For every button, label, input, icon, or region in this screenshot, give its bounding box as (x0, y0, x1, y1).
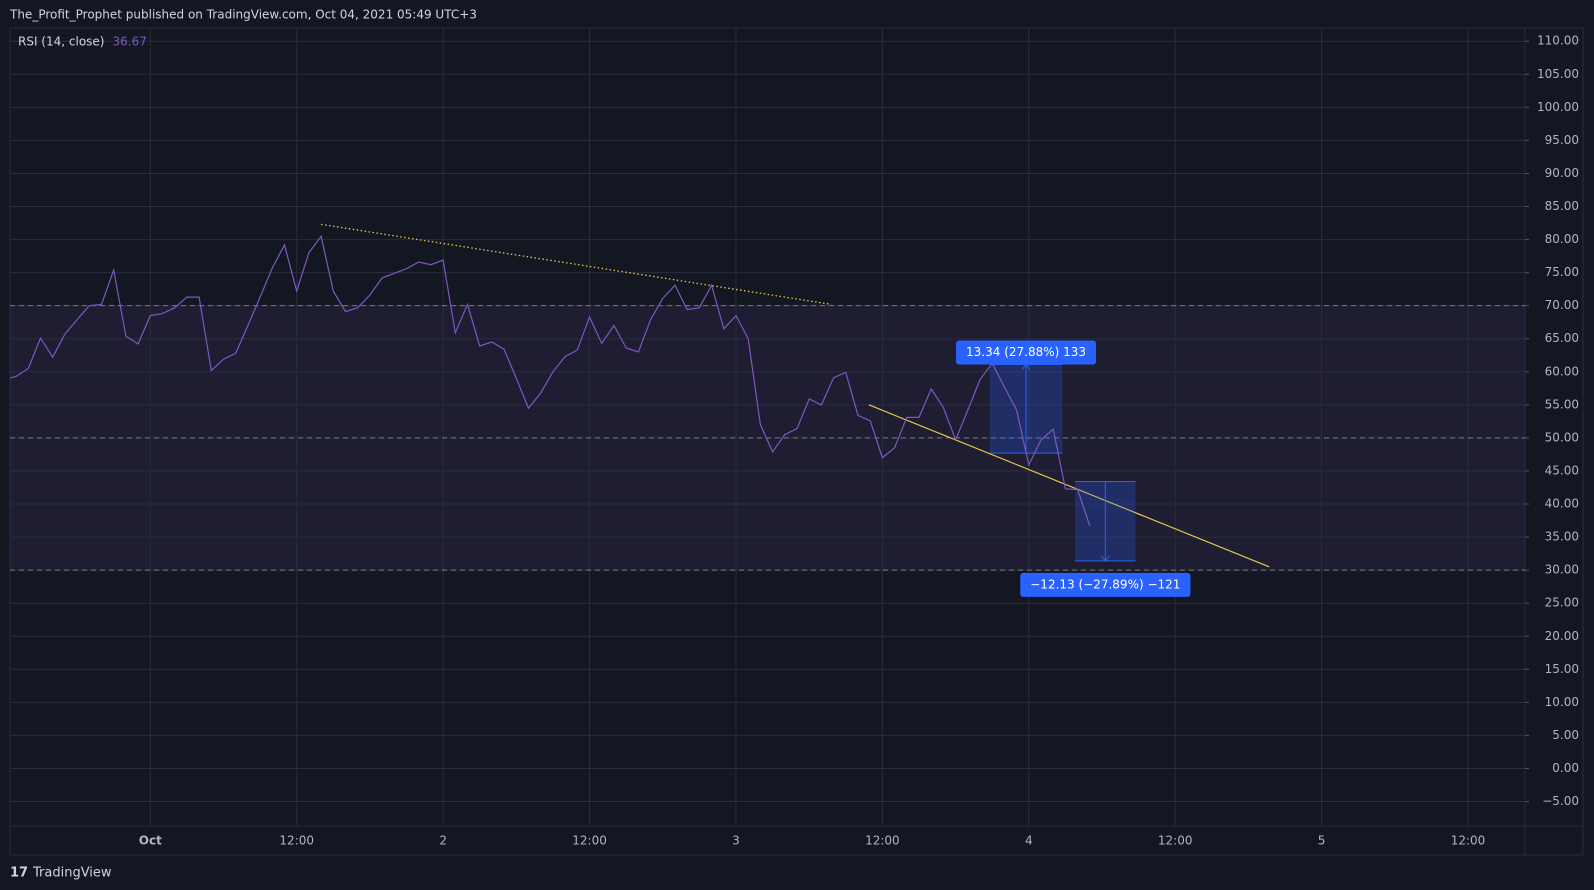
y-tick-label: 80.00 (1545, 232, 1579, 246)
footer-brand[interactable]: TradingView (32, 866, 112, 881)
x-tick-label: 12:00 (279, 834, 314, 848)
y-tick-label: 25.00 (1545, 596, 1579, 610)
frame (9, 27, 1584, 856)
y-tick-label: 70.00 (1545, 298, 1579, 312)
y-tick-label: 0.00 (1552, 761, 1579, 775)
y-tick-label: 30.00 (1545, 563, 1579, 577)
y-tick-label: 110.00 (1537, 34, 1579, 48)
x-tick-label: 4 (1025, 834, 1033, 848)
trend-line (868, 404, 1270, 568)
y-tick-label: 45.00 (1545, 463, 1579, 477)
header-text: The_Profit_Prophet published on TradingV… (9, 8, 477, 22)
y-tick-label: 35.00 (1545, 530, 1579, 544)
x-tick-label: 3 (732, 834, 740, 848)
measure-arrowhead (1100, 555, 1110, 562)
x-tick-label: 12:00 (865, 834, 900, 848)
x-tick-label: 2 (439, 834, 447, 848)
y-tick-label: 5.00 (1552, 728, 1579, 742)
indicator-value: 36.67 (112, 35, 146, 49)
y-tick-label: 55.00 (1545, 397, 1579, 411)
indicator-label: RSI (14, close) (18, 35, 104, 49)
measure-label: 13.34 (27.88%) 133 (966, 345, 1086, 359)
y-tick-label: 50.00 (1545, 430, 1579, 444)
x-tick-label: 12:00 (1451, 834, 1486, 848)
y-tick-label: 85.00 (1545, 199, 1579, 213)
measure-label: −12.13 (−27.89%) −121 (1030, 577, 1180, 591)
y-tick-label: 90.00 (1545, 166, 1579, 180)
y-tick-label: 100.00 (1537, 100, 1579, 114)
x-tick-label: Oct (139, 834, 162, 848)
y-tick-label: 20.00 (1545, 629, 1579, 643)
y-tick-label: 60.00 (1545, 364, 1579, 378)
x-tick-label: 12:00 (572, 834, 607, 848)
y-tick-label: 95.00 (1545, 133, 1579, 147)
y-tick-label: −5.00 (1542, 794, 1579, 808)
rsi-line (10, 234, 1091, 527)
plot-area (10, 28, 1525, 826)
y-tick-label: 15.00 (1545, 662, 1579, 676)
measure-label-bg (956, 340, 1097, 365)
y-tick-label: 40.00 (1545, 497, 1579, 511)
y-tick-label: 65.00 (1545, 331, 1579, 345)
measure-arrowhead (1021, 363, 1031, 370)
measure-label-bg (1020, 572, 1191, 597)
y-tick-label: 105.00 (1537, 67, 1579, 81)
x-tick-label: 12:00 (1158, 834, 1193, 848)
y-tick-label: 10.00 (1545, 695, 1579, 709)
x-tick-label: 5 (1318, 834, 1326, 848)
footer-logo: 17 (10, 866, 28, 881)
y-tick-label: 75.00 (1545, 265, 1579, 279)
